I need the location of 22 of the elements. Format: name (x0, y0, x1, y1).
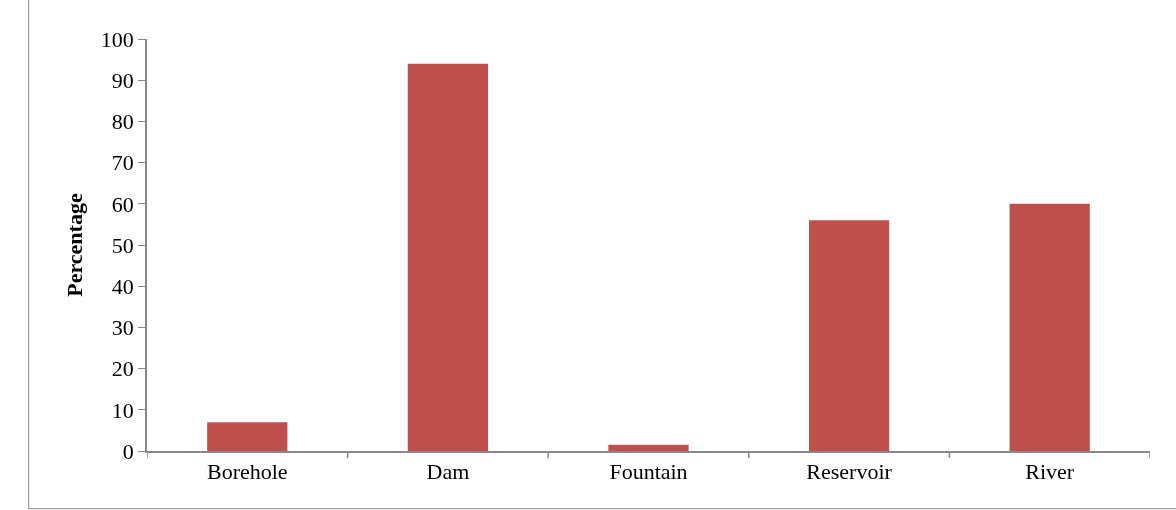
y-tick-label: 90 (111, 67, 134, 93)
x-tick-label: Reservoir (806, 459, 893, 485)
bar (1009, 203, 1090, 451)
x-tick-label: Dam (426, 459, 470, 485)
y-tick-label: 70 (111, 150, 134, 176)
y-tick-label: 100 (100, 26, 134, 52)
x-tick-label: River (1025, 459, 1075, 485)
x-tick-label: Fountain (609, 459, 688, 485)
bar (608, 444, 689, 451)
bar (808, 220, 890, 451)
y-tick-label: 30 (111, 315, 134, 341)
bar (407, 63, 489, 451)
y-axis-title: Percentage (62, 193, 88, 297)
y-tick-label: 0 (122, 438, 134, 464)
bar (207, 422, 288, 451)
y-tick-label: 20 (111, 356, 134, 382)
y-tick-label: 50 (111, 232, 134, 258)
y-tick-label: 80 (111, 109, 134, 135)
y-tick-label: 60 (111, 191, 134, 217)
y-tick-label: 40 (111, 273, 134, 299)
y-tick-label: 10 (111, 397, 134, 423)
x-tick-label: Borehole (206, 459, 288, 485)
